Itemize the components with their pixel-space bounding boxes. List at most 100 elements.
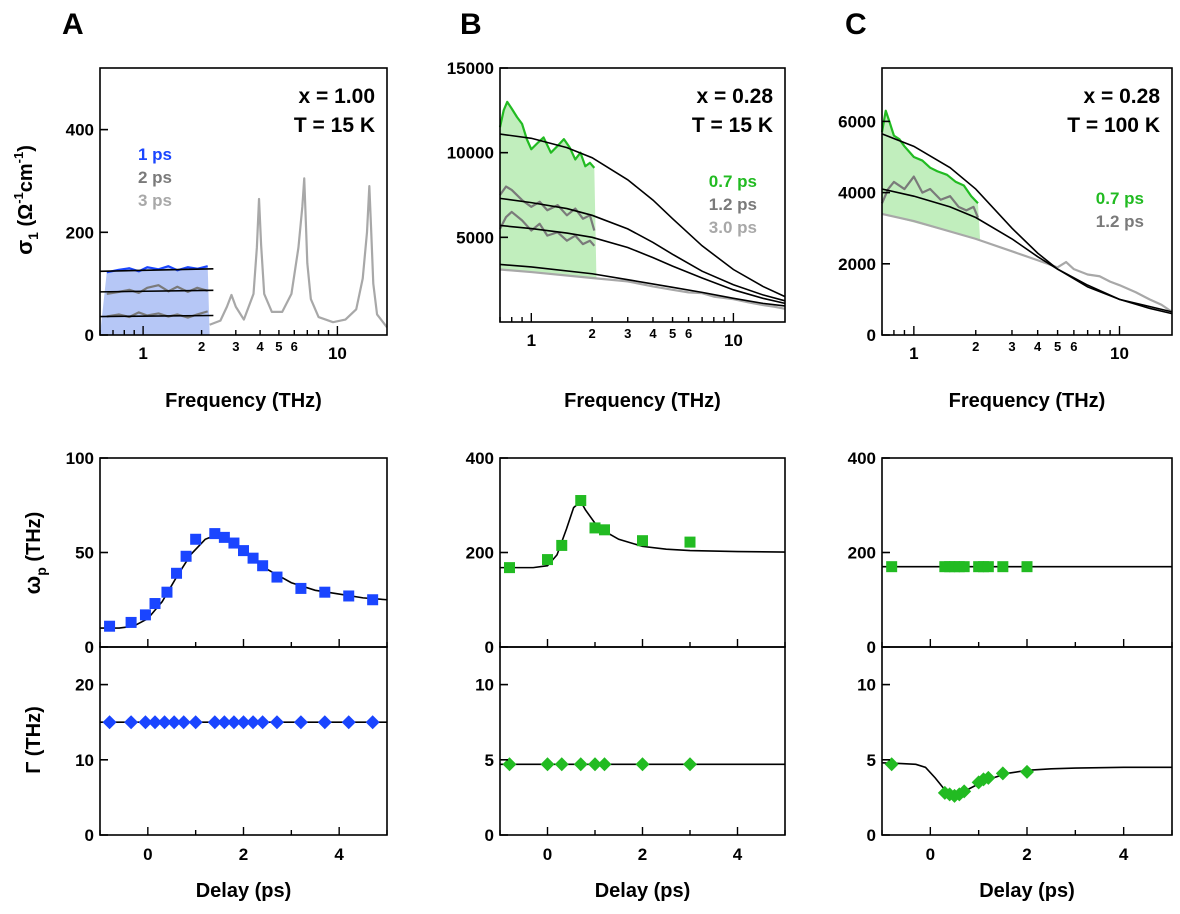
x-axis-label-B-top: Frequency (THz): [564, 390, 721, 412]
data-point-B-mid-6: [637, 535, 648, 547]
fit-line-B-mid-0: [500, 500, 786, 569]
fit-line-C-bot-0: [881, 762, 1172, 796]
ytick-label-A-mid-0: 0: [85, 638, 94, 657]
fill-region-C-top: [882, 110, 981, 241]
data-point-A-bot-4: [157, 715, 172, 730]
data-point-A-bot-10: [226, 715, 241, 730]
xtick-label-B-bot-1: 2: [638, 845, 647, 864]
data-point-A-bot-5: [167, 715, 182, 730]
data-point-A-bot-2: [138, 715, 153, 730]
annotation-A-top-1: T = 15 K: [294, 114, 375, 137]
ytick-label-B-bot-1: 5: [485, 751, 494, 770]
data-point-B-mid-5: [599, 524, 610, 536]
xtick-label-C-top-1: 10: [1110, 344, 1129, 363]
data-point-A-mid-1: [125, 616, 137, 628]
data-point-C-bot-8: [981, 770, 996, 785]
annotation-B-top-1: T = 15 K: [692, 114, 773, 137]
data-point-B-bot-6: [635, 757, 650, 772]
xtick-minor-label-A-top-2: 4: [256, 339, 264, 354]
data-point-A-mid-18: [367, 594, 379, 606]
data-point-B-bot-0: [502, 757, 517, 772]
data-point-A-bot-15: [293, 715, 308, 730]
xtick-minor-label-B-top-2: 4: [649, 326, 657, 341]
xtick-label-C-top-0: 1: [909, 344, 918, 363]
xtick-minor-label-B-top-1: 3: [624, 326, 631, 341]
xtick-minor-label-A-top-4: 6: [291, 339, 298, 354]
ytick-label-C-top-0: 0: [867, 326, 876, 345]
data-point-A-bot-6: [176, 715, 191, 730]
data-point-B-mid-3: [575, 495, 587, 507]
data-point-A-mid-15: [295, 582, 307, 594]
frame-B-mid: [499, 457, 786, 648]
annotation-C-top-0: x = 0.28: [1084, 85, 1161, 108]
xtick-label-B-top-0: 1: [527, 331, 536, 350]
ytick-label-C-top-2: 4000: [838, 184, 876, 203]
ytick-label-B-bot-0: 0: [485, 826, 494, 845]
xtick-label-C-bot-0: 0: [926, 845, 935, 864]
ytick-label-B-bot-2: 10: [475, 676, 494, 695]
ytick-label-B-top-1: 10000: [447, 144, 494, 163]
ytick-label-A-top-2: 400: [66, 121, 94, 140]
fit-line-B-top-3: [499, 263, 786, 307]
series-line-B-top-1: [499, 185, 596, 231]
data-point-A-bot-12: [246, 715, 261, 730]
ytick-label-B-top-0: 5000: [456, 228, 494, 247]
ytick-label-A-mid-1: 50: [75, 544, 94, 563]
data-point-A-mid-5: [171, 567, 183, 579]
fill-region-A-top: [100, 266, 210, 335]
data-point-A-bot-17: [341, 715, 356, 730]
x-axis-label-A-bot: Delay (ps): [196, 880, 292, 902]
frame-A-bot: [99, 646, 388, 836]
xtick-minor-label-C-top-3: 5: [1054, 339, 1061, 354]
xtick-minor-label-C-top-0: 2: [972, 339, 979, 354]
legend-entry-A-top-2: 3 ps: [138, 191, 172, 210]
xtick-minor-label-A-top-3: 5: [275, 339, 282, 354]
data-point-B-bot-7: [683, 757, 697, 772]
series-line-B-top-2: [499, 210, 596, 247]
data-point-B-mid-1: [542, 554, 553, 566]
data-point-B-mid-2: [556, 539, 568, 551]
ytick-label-C-top-1: 2000: [838, 255, 876, 274]
frame-A-top: [99, 67, 388, 336]
fit-line-C-top-1: [881, 188, 1173, 315]
data-point-B-bot-3: [573, 757, 588, 772]
xtick-minor-label-A-top-1: 3: [232, 339, 239, 354]
frame-B-top: [499, 67, 786, 323]
xtick-label-B-top-1: 10: [724, 331, 743, 350]
xtick-label-C-bot-2: 4: [1119, 845, 1129, 864]
xtick-minor-label-C-top-2: 4: [1034, 339, 1042, 354]
data-point-A-bot-14: [269, 715, 284, 730]
data-point-C-mid-0: [886, 561, 898, 573]
xtick-minor-label-B-top-3: 5: [669, 326, 676, 341]
ytick-label-C-bot-1: 5: [867, 751, 876, 770]
fit-line-B-top-1: [499, 197, 786, 302]
data-point-A-bot-0: [102, 715, 117, 730]
annotation-A-top-0: x = 1.00: [299, 85, 375, 108]
series-line-C-top-0: [880, 109, 979, 205]
xtick-label-A-bot-2: 4: [334, 845, 344, 864]
data-point-A-mid-3: [149, 598, 161, 610]
data-point-A-bot-7: [188, 715, 203, 730]
series-line-B-top-3: [499, 268, 786, 310]
ytick-label-C-bot-0: 0: [867, 826, 876, 845]
xtick-minor-label-C-top-1: 3: [1008, 339, 1015, 354]
data-point-A-bot-13: [255, 715, 270, 730]
data-point-A-bot-8: [207, 715, 222, 730]
data-point-B-bot-4: [588, 757, 602, 772]
data-point-A-bot-9: [217, 715, 232, 730]
legend-entry-A-top-0: 1 ps: [138, 145, 172, 164]
ytick-label-A-top-0: 0: [85, 326, 94, 345]
ytick-label-A-bot-2: 20: [75, 676, 94, 695]
data-point-A-mid-12: [247, 552, 259, 564]
data-point-C-bot-9: [995, 766, 1010, 781]
ytick-label-C-top-3: 6000: [838, 112, 876, 131]
panel-label-A: A: [62, 8, 84, 41]
fit-line-A-top-0: [99, 267, 214, 273]
ytick-label-A-bot-1: 10: [75, 751, 94, 770]
x-axis-label-A-top: Frequency (THz): [165, 390, 322, 412]
fit-line-A-top-2: [99, 314, 214, 318]
ytick-label-B-mid-1: 200: [466, 544, 494, 563]
xtick-label-C-bot-1: 2: [1022, 845, 1031, 864]
legend-entry-B-top-2: 3.0 ps: [709, 218, 757, 237]
data-point-A-bot-3: [148, 715, 163, 730]
